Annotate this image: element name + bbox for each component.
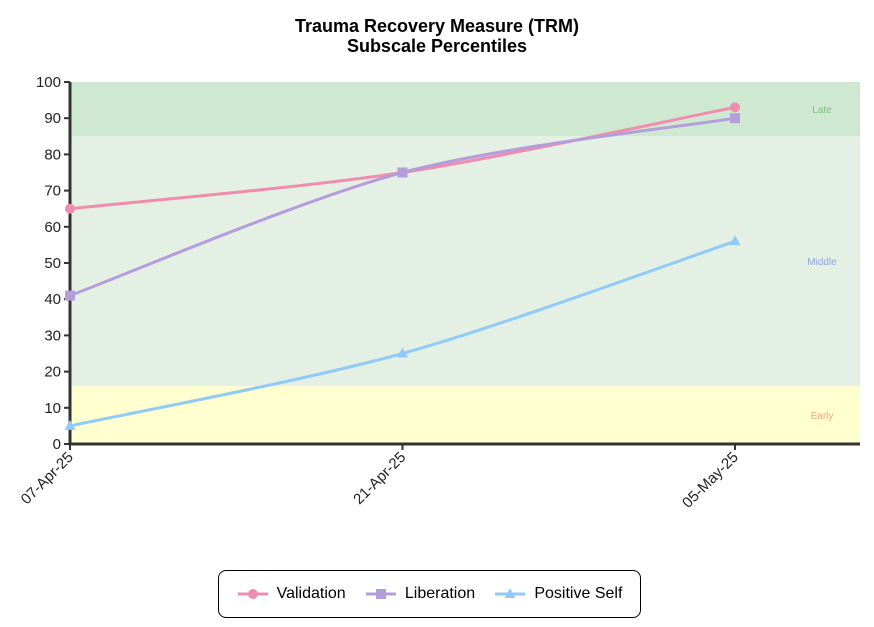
band-label-middle: Middle bbox=[807, 257, 837, 268]
data-point-positive-self bbox=[729, 235, 741, 246]
band-early bbox=[70, 386, 860, 444]
data-point-positive-self bbox=[397, 347, 408, 358]
data-point-liberation bbox=[65, 290, 75, 301]
legend-item-positive-self: Positive Self bbox=[494, 585, 622, 603]
legend-item-validation: Validation bbox=[237, 585, 346, 603]
data-point-validation bbox=[65, 203, 75, 214]
legend-marker bbox=[375, 589, 386, 599]
chart-legend: Validation Liberation Positive Self bbox=[218, 570, 641, 618]
y-tick-label: 40 bbox=[44, 291, 61, 308]
data-point-positive-self bbox=[64, 419, 76, 430]
legend-item-liberation: Liberation bbox=[365, 585, 475, 603]
y-tick-label: 100 bbox=[36, 74, 61, 91]
y-tick-label: 10 bbox=[44, 400, 61, 417]
band-label-late: Late bbox=[812, 105, 832, 116]
legend-swatch-validation bbox=[237, 589, 268, 599]
y-tick-label: 80 bbox=[44, 146, 61, 163]
chart-title: Trauma Recovery Measure (TRM) Subscale P… bbox=[0, 16, 874, 56]
chart-title-main: Trauma Recovery Measure (TRM) bbox=[294, 16, 580, 36]
x-tick-label: 07-Apr-25 bbox=[18, 449, 77, 508]
legend-label: Positive Self bbox=[534, 585, 623, 602]
data-point-validation bbox=[730, 102, 740, 113]
y-tick-label: 0 bbox=[53, 436, 61, 453]
y-tick-label: 50 bbox=[44, 255, 61, 272]
legend-label: Validation bbox=[276, 585, 346, 602]
y-tick-label: 20 bbox=[44, 364, 61, 381]
legend-swatch-positive-self bbox=[495, 588, 526, 598]
data-point-liberation bbox=[730, 113, 740, 124]
band-middle bbox=[70, 136, 860, 387]
legend-label: Liberation bbox=[404, 585, 476, 602]
data-point-liberation bbox=[397, 167, 408, 178]
legend-marker bbox=[247, 589, 258, 599]
x-tick-label: 21-Apr-25 bbox=[350, 449, 409, 508]
line-chart: Early Middle Late 0 10 20 30 40 50 60 70 80 90 100 07-… bbox=[18, 74, 860, 512]
band-label-early: Early bbox=[811, 411, 834, 422]
chart-subtitle: Subscale Percentiles bbox=[346, 36, 528, 56]
y-tick-label: 90 bbox=[44, 110, 61, 127]
legend-marker bbox=[504, 588, 516, 598]
x-tick-label: 05-May-25 bbox=[679, 449, 742, 512]
y-tick-label: 30 bbox=[44, 327, 61, 344]
legend-swatch-liberation bbox=[365, 589, 396, 599]
band-late bbox=[70, 82, 860, 137]
y-tick-label: 60 bbox=[44, 219, 61, 236]
y-tick-label: 70 bbox=[44, 183, 61, 200]
